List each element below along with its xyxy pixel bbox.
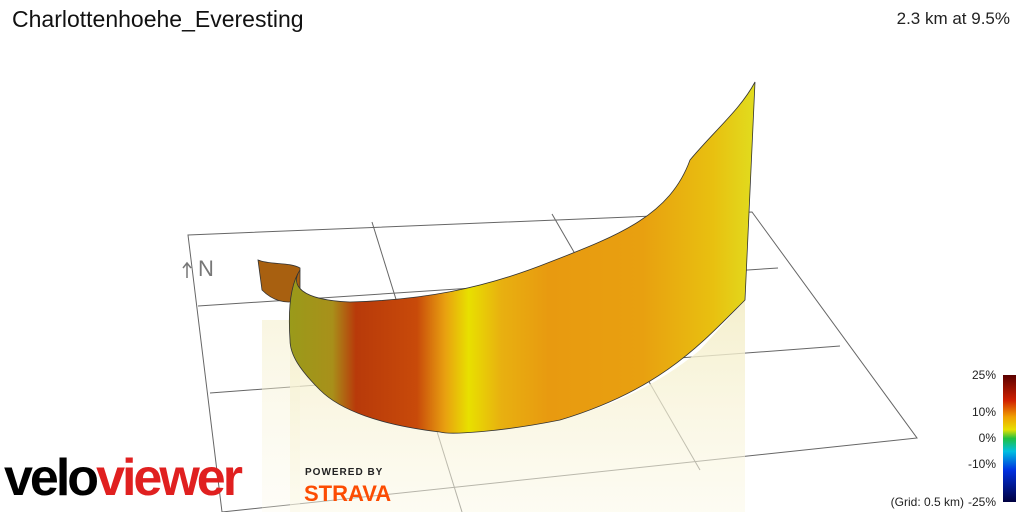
powered-by: POWERED BY xyxy=(305,467,384,478)
logo-part: viewer xyxy=(96,449,243,507)
legend-label: 10% xyxy=(971,405,996,419)
legend-label: -25% xyxy=(967,495,996,509)
compass-label: N xyxy=(198,256,214,281)
gradient-colorbar xyxy=(1003,375,1016,502)
legend-label: 0% xyxy=(978,431,996,445)
elevation-ribbon xyxy=(288,81,756,434)
title: Charlottenhoehe_Everesting xyxy=(12,6,304,32)
legend-label: -10% xyxy=(967,457,996,471)
strava-logo: STRAVA xyxy=(304,481,392,506)
legend-label: 25% xyxy=(971,368,996,382)
grid-note: (Grid: 0.5 km) xyxy=(890,495,964,509)
logo: veloviewer xyxy=(4,448,243,508)
stats: 2.3 km at 9.5% xyxy=(896,9,1010,28)
north-arrow xyxy=(182,261,192,278)
logo-part: velo xyxy=(4,449,99,507)
reflection xyxy=(290,300,745,512)
